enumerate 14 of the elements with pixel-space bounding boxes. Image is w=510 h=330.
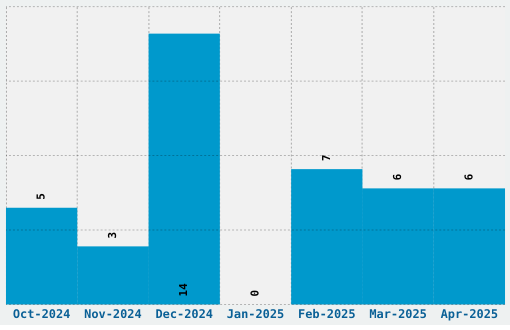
x-tick-label: Oct-2024 <box>12 306 70 321</box>
data-label: 6 <box>462 174 476 180</box>
data-label: 3 <box>106 232 119 238</box>
data-label: 14 <box>177 282 190 296</box>
data-label: 0 <box>248 290 262 296</box>
x-tick-label: Mar-2025 <box>369 306 427 321</box>
x-tick-label: Nov-2024 <box>84 306 142 321</box>
data-label: 5 <box>34 193 48 200</box>
data-label: 6 <box>391 174 404 180</box>
x-tick-label: Apr-2025 <box>440 306 498 321</box>
data-label: 7 <box>320 154 333 162</box>
x-tick-label: Jan-2025 <box>226 306 284 321</box>
x-tick-label: Dec-2024 <box>155 306 213 321</box>
x-tick-label: Feb-2025 <box>298 306 356 321</box>
